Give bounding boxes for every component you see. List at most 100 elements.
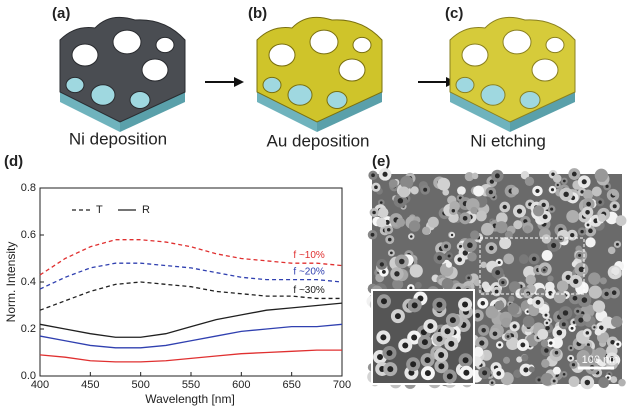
sem-grain [506, 337, 519, 350]
pore [326, 91, 348, 109]
pore [65, 76, 85, 94]
sem-grain [599, 277, 607, 285]
y-tick-label: 0.6 [21, 229, 36, 241]
sem-pore [450, 233, 454, 237]
sem-pore [569, 346, 573, 350]
sem-pore [374, 185, 378, 190]
sem-grain [541, 234, 552, 244]
sem-grain [467, 252, 477, 262]
sem-pore [490, 381, 494, 385]
sem-pore [578, 266, 585, 273]
sem-grain [540, 339, 549, 348]
pore [338, 58, 366, 82]
inset-pore [387, 366, 394, 373]
sem-grain [601, 316, 614, 329]
pore [129, 91, 151, 109]
inset-pore [444, 328, 451, 335]
sem-grain [422, 226, 431, 235]
y-tick-label: 0.0 [21, 370, 36, 382]
sem-grain [508, 295, 515, 302]
sem-pore [382, 171, 388, 177]
sem-grain [470, 230, 480, 240]
pore [352, 36, 372, 54]
panel-label: (a) [52, 5, 70, 22]
sem-grain [376, 217, 387, 228]
sem-pore [561, 322, 566, 327]
sem-pore [616, 342, 620, 346]
sem-pore [381, 269, 386, 274]
inset-pore [438, 351, 445, 358]
sem-grain [481, 281, 490, 290]
sem-grain [398, 186, 410, 198]
sem-grain [513, 369, 522, 378]
sem-pore [562, 310, 569, 316]
pore [455, 76, 475, 94]
sem-pore [541, 202, 546, 208]
sem-pore [542, 214, 548, 220]
legend-label: R [142, 204, 150, 216]
sem-pore [398, 258, 405, 265]
sem-grain [377, 207, 389, 218]
sem-pore [494, 173, 500, 179]
sem-grain [495, 221, 508, 234]
sem-pore [584, 379, 591, 386]
sem-pore [467, 242, 473, 249]
sem-pore [497, 260, 501, 265]
scale-bar-label: 100 nm [582, 354, 619, 366]
pore [502, 29, 532, 55]
pore [268, 43, 296, 67]
pore [480, 84, 506, 106]
series-annotation: f ~10% [293, 250, 325, 261]
panel-caption: Ni deposition [69, 129, 167, 148]
x-tick-label: 600 [232, 379, 250, 391]
sem-pore [550, 207, 554, 211]
sem-pore [599, 325, 604, 330]
sem-pore [586, 201, 592, 207]
sem-grain [470, 206, 478, 215]
sem-grain [556, 280, 569, 292]
substrate-side [510, 92, 575, 132]
sem-pore [523, 367, 529, 373]
inset-pore [380, 298, 387, 305]
sem-pore [615, 242, 619, 246]
sem-grain [485, 305, 499, 319]
sem-grain [475, 210, 487, 222]
series-line [39, 323, 343, 349]
sem-pore [451, 209, 456, 213]
sem-grain [592, 300, 606, 313]
sem-pore [571, 363, 576, 367]
x-tick-label: 500 [131, 379, 149, 391]
substrate-side [450, 92, 510, 132]
sem-pore [544, 348, 549, 353]
pore [262, 76, 282, 94]
sem-grain [410, 186, 419, 195]
sem-grain [618, 378, 626, 387]
substrate-side [317, 92, 382, 132]
sem-grain [518, 254, 529, 264]
inset-pore [446, 373, 453, 380]
sem-pore [563, 191, 569, 198]
sem-grain [525, 274, 536, 286]
sem-pore [409, 235, 413, 238]
sem-pore [488, 190, 493, 195]
sem-pore [573, 278, 579, 284]
sem-grain [552, 366, 561, 375]
sem-grain [580, 358, 587, 366]
sem-pore [545, 321, 549, 325]
sem-pore [544, 313, 548, 317]
sem-pore [494, 289, 499, 294]
sem-pore [386, 227, 391, 232]
sem-grain [499, 237, 512, 250]
sem-grain [414, 281, 422, 289]
sem-grain [511, 187, 519, 195]
x-axis-label: Wavelength [nm] [145, 392, 235, 406]
sem-pore [482, 370, 488, 376]
sem-grain [566, 209, 580, 223]
sem-pore [580, 190, 584, 194]
sem-grain [598, 377, 610, 389]
sem-grain [473, 185, 484, 197]
inset-pore [411, 334, 418, 341]
sem-grain [513, 220, 523, 230]
sem-grain [480, 261, 487, 269]
